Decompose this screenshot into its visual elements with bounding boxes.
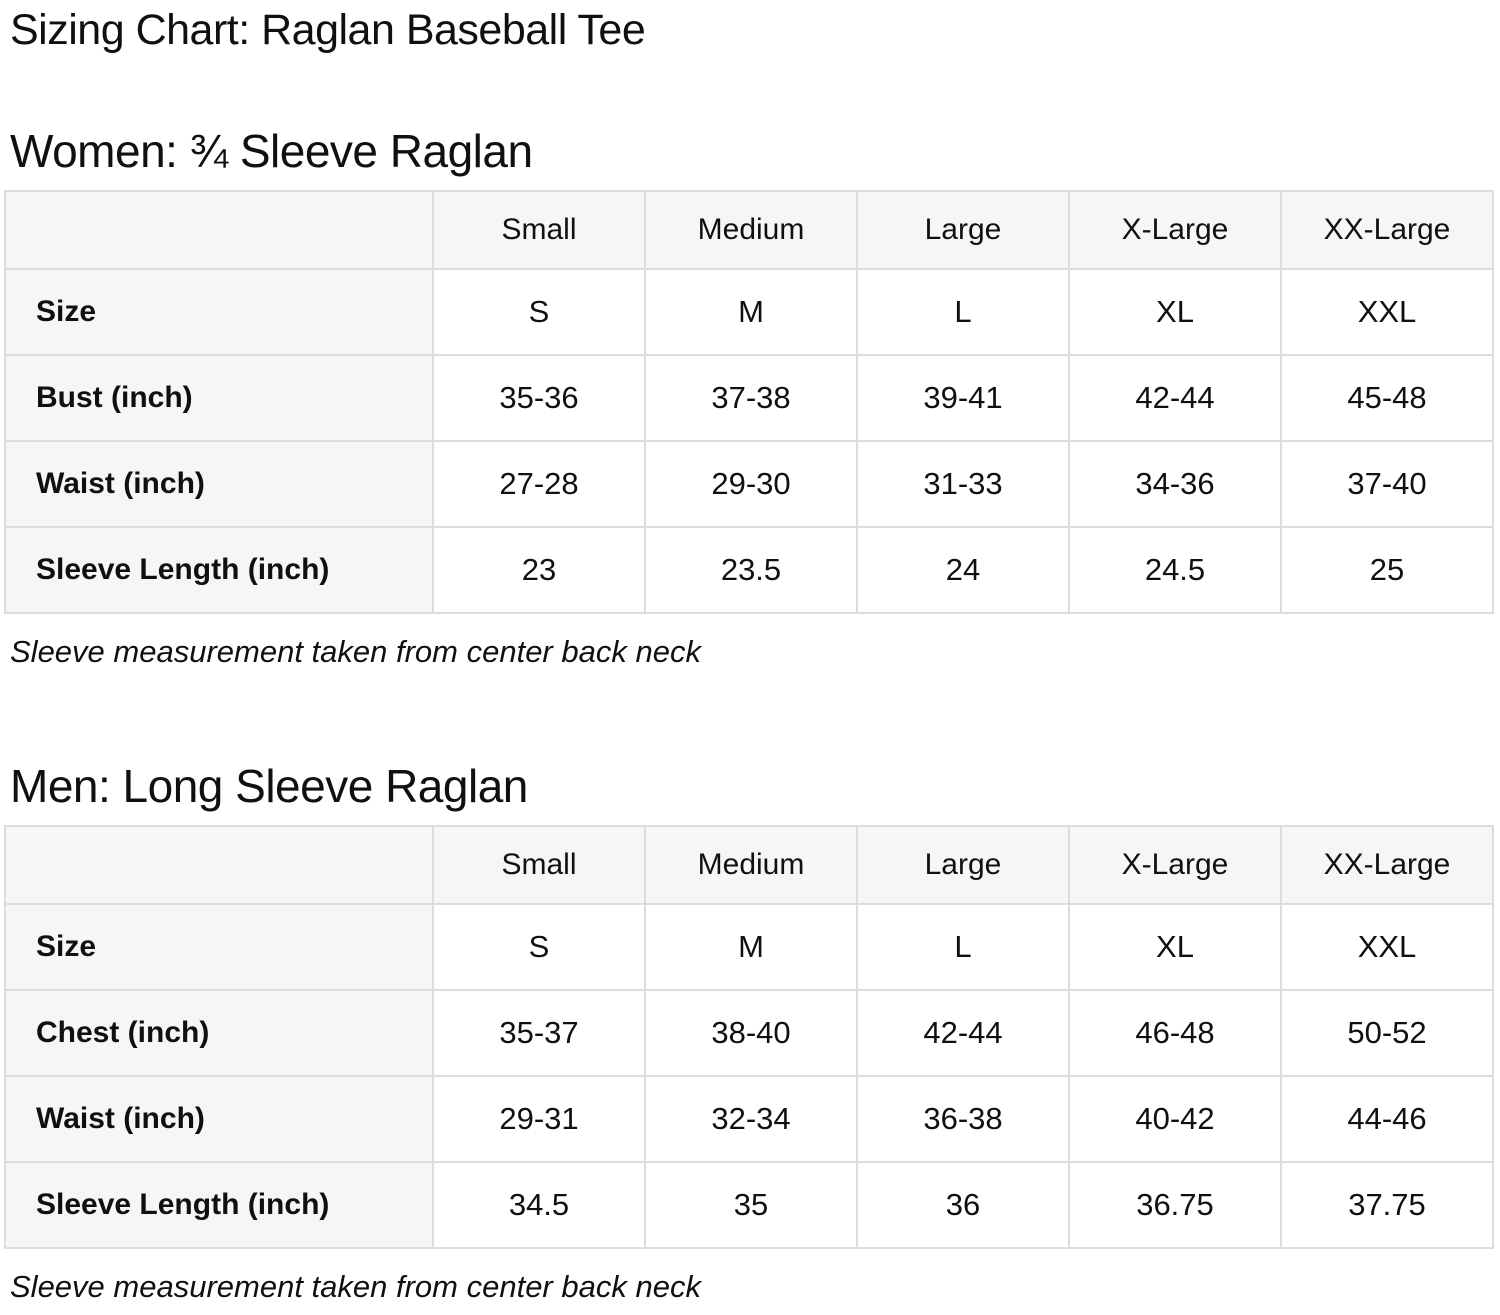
- column-header: Small: [432, 824, 646, 905]
- men-size-row: Size S M L XL XXL: [4, 902, 1494, 991]
- men-header-row: Small Medium Large X-Large XX-Large: [4, 824, 1494, 905]
- size-cell: XL: [1068, 902, 1282, 991]
- size-cell: 32-34: [644, 1074, 858, 1163]
- size-cell: 44-46: [1280, 1074, 1494, 1163]
- corner-cell: [4, 824, 434, 905]
- size-cell: 24.5: [1068, 526, 1282, 615]
- row-label: Sleeve Length (inch): [4, 1160, 434, 1249]
- women-sleeve-length-row: Sleeve Length (inch) 23 23.5 24 24.5 25: [4, 526, 1494, 615]
- column-header: X-Large: [1068, 190, 1282, 271]
- size-cell: 36.75: [1068, 1160, 1282, 1249]
- column-header: Large: [856, 824, 1070, 905]
- column-header: Medium: [644, 190, 858, 271]
- size-cell: M: [644, 902, 858, 991]
- size-cell: 35-37: [432, 988, 646, 1077]
- size-cell: 37-40: [1280, 440, 1494, 529]
- size-cell: 29-30: [644, 440, 858, 529]
- size-cell: 35-36: [432, 354, 646, 443]
- column-header: Large: [856, 190, 1070, 271]
- size-cell: 31-33: [856, 440, 1070, 529]
- size-cell: 23.5: [644, 526, 858, 615]
- size-cell: XXL: [1280, 268, 1494, 357]
- row-label: Size: [4, 268, 434, 357]
- column-header: XX-Large: [1280, 190, 1494, 271]
- size-cell: 27-28: [432, 440, 646, 529]
- men-waist-row: Waist (inch) 29-31 32-34 36-38 40-42 44-…: [4, 1074, 1494, 1163]
- size-cell: 29-31: [432, 1074, 646, 1163]
- women-sleeve-note: Sleeve measurement taken from center bac…: [10, 634, 701, 670]
- size-cell: 45-48: [1280, 354, 1494, 443]
- women-waist-row: Waist (inch) 27-28 29-30 31-33 34-36 37-…: [4, 440, 1494, 529]
- column-header: Medium: [644, 824, 858, 905]
- size-cell: 25: [1280, 526, 1494, 615]
- size-cell: 36: [856, 1160, 1070, 1249]
- row-label: Waist (inch): [4, 1074, 434, 1163]
- women-sizing-table: Small Medium Large X-Large XX-Large Size…: [4, 190, 1494, 615]
- row-label: Waist (inch): [4, 440, 434, 529]
- size-cell: S: [432, 268, 646, 357]
- men-section-heading: Men: Long Sleeve Raglan: [10, 759, 528, 812]
- row-label: Size: [4, 902, 434, 991]
- women-header-row: Small Medium Large X-Large XX-Large: [4, 190, 1494, 271]
- size-cell: 24: [856, 526, 1070, 615]
- row-label: Chest (inch): [4, 988, 434, 1077]
- size-cell: 42-44: [856, 988, 1070, 1077]
- size-cell: 35: [644, 1160, 858, 1249]
- women-bust-row: Bust (inch) 35-36 37-38 39-41 42-44 45-4…: [4, 354, 1494, 443]
- size-cell: L: [856, 902, 1070, 991]
- size-cell: 39-41: [856, 354, 1070, 443]
- size-cell: M: [644, 268, 858, 357]
- size-cell: 36-38: [856, 1074, 1070, 1163]
- size-cell: XL: [1068, 268, 1282, 357]
- row-label: Bust (inch): [4, 354, 434, 443]
- column-header: XX-Large: [1280, 824, 1494, 905]
- women-size-row: Size S M L XL XXL: [4, 268, 1494, 357]
- size-cell: 42-44: [1068, 354, 1282, 443]
- column-header: Small: [432, 190, 646, 271]
- size-cell: 34-36: [1068, 440, 1282, 529]
- size-cell: L: [856, 268, 1070, 357]
- size-cell: 50-52: [1280, 988, 1494, 1077]
- column-header: X-Large: [1068, 824, 1282, 905]
- men-sleeve-note: Sleeve measurement taken from center bac…: [10, 1268, 701, 1304]
- men-sizing-table: Small Medium Large X-Large XX-Large Size…: [4, 824, 1494, 1249]
- size-cell: 37-38: [644, 354, 858, 443]
- corner-cell: [4, 190, 434, 271]
- size-cell: 40-42: [1068, 1074, 1282, 1163]
- page-title: Sizing Chart: Raglan Baseball Tee: [10, 6, 646, 54]
- size-cell: XXL: [1280, 902, 1494, 991]
- size-cell: 37.75: [1280, 1160, 1494, 1249]
- men-sleeve-length-row: Sleeve Length (inch) 34.5 35 36 36.75 37…: [4, 1160, 1494, 1249]
- size-cell: S: [432, 902, 646, 991]
- row-label: Sleeve Length (inch): [4, 526, 434, 615]
- women-section-heading: Women: ¾ Sleeve Raglan: [10, 125, 533, 178]
- size-cell: 46-48: [1068, 988, 1282, 1077]
- size-cell: 23: [432, 526, 646, 615]
- size-cell: 34.5: [432, 1160, 646, 1249]
- size-cell: 38-40: [644, 988, 858, 1077]
- men-chest-row: Chest (inch) 35-37 38-40 42-44 46-48 50-…: [4, 988, 1494, 1077]
